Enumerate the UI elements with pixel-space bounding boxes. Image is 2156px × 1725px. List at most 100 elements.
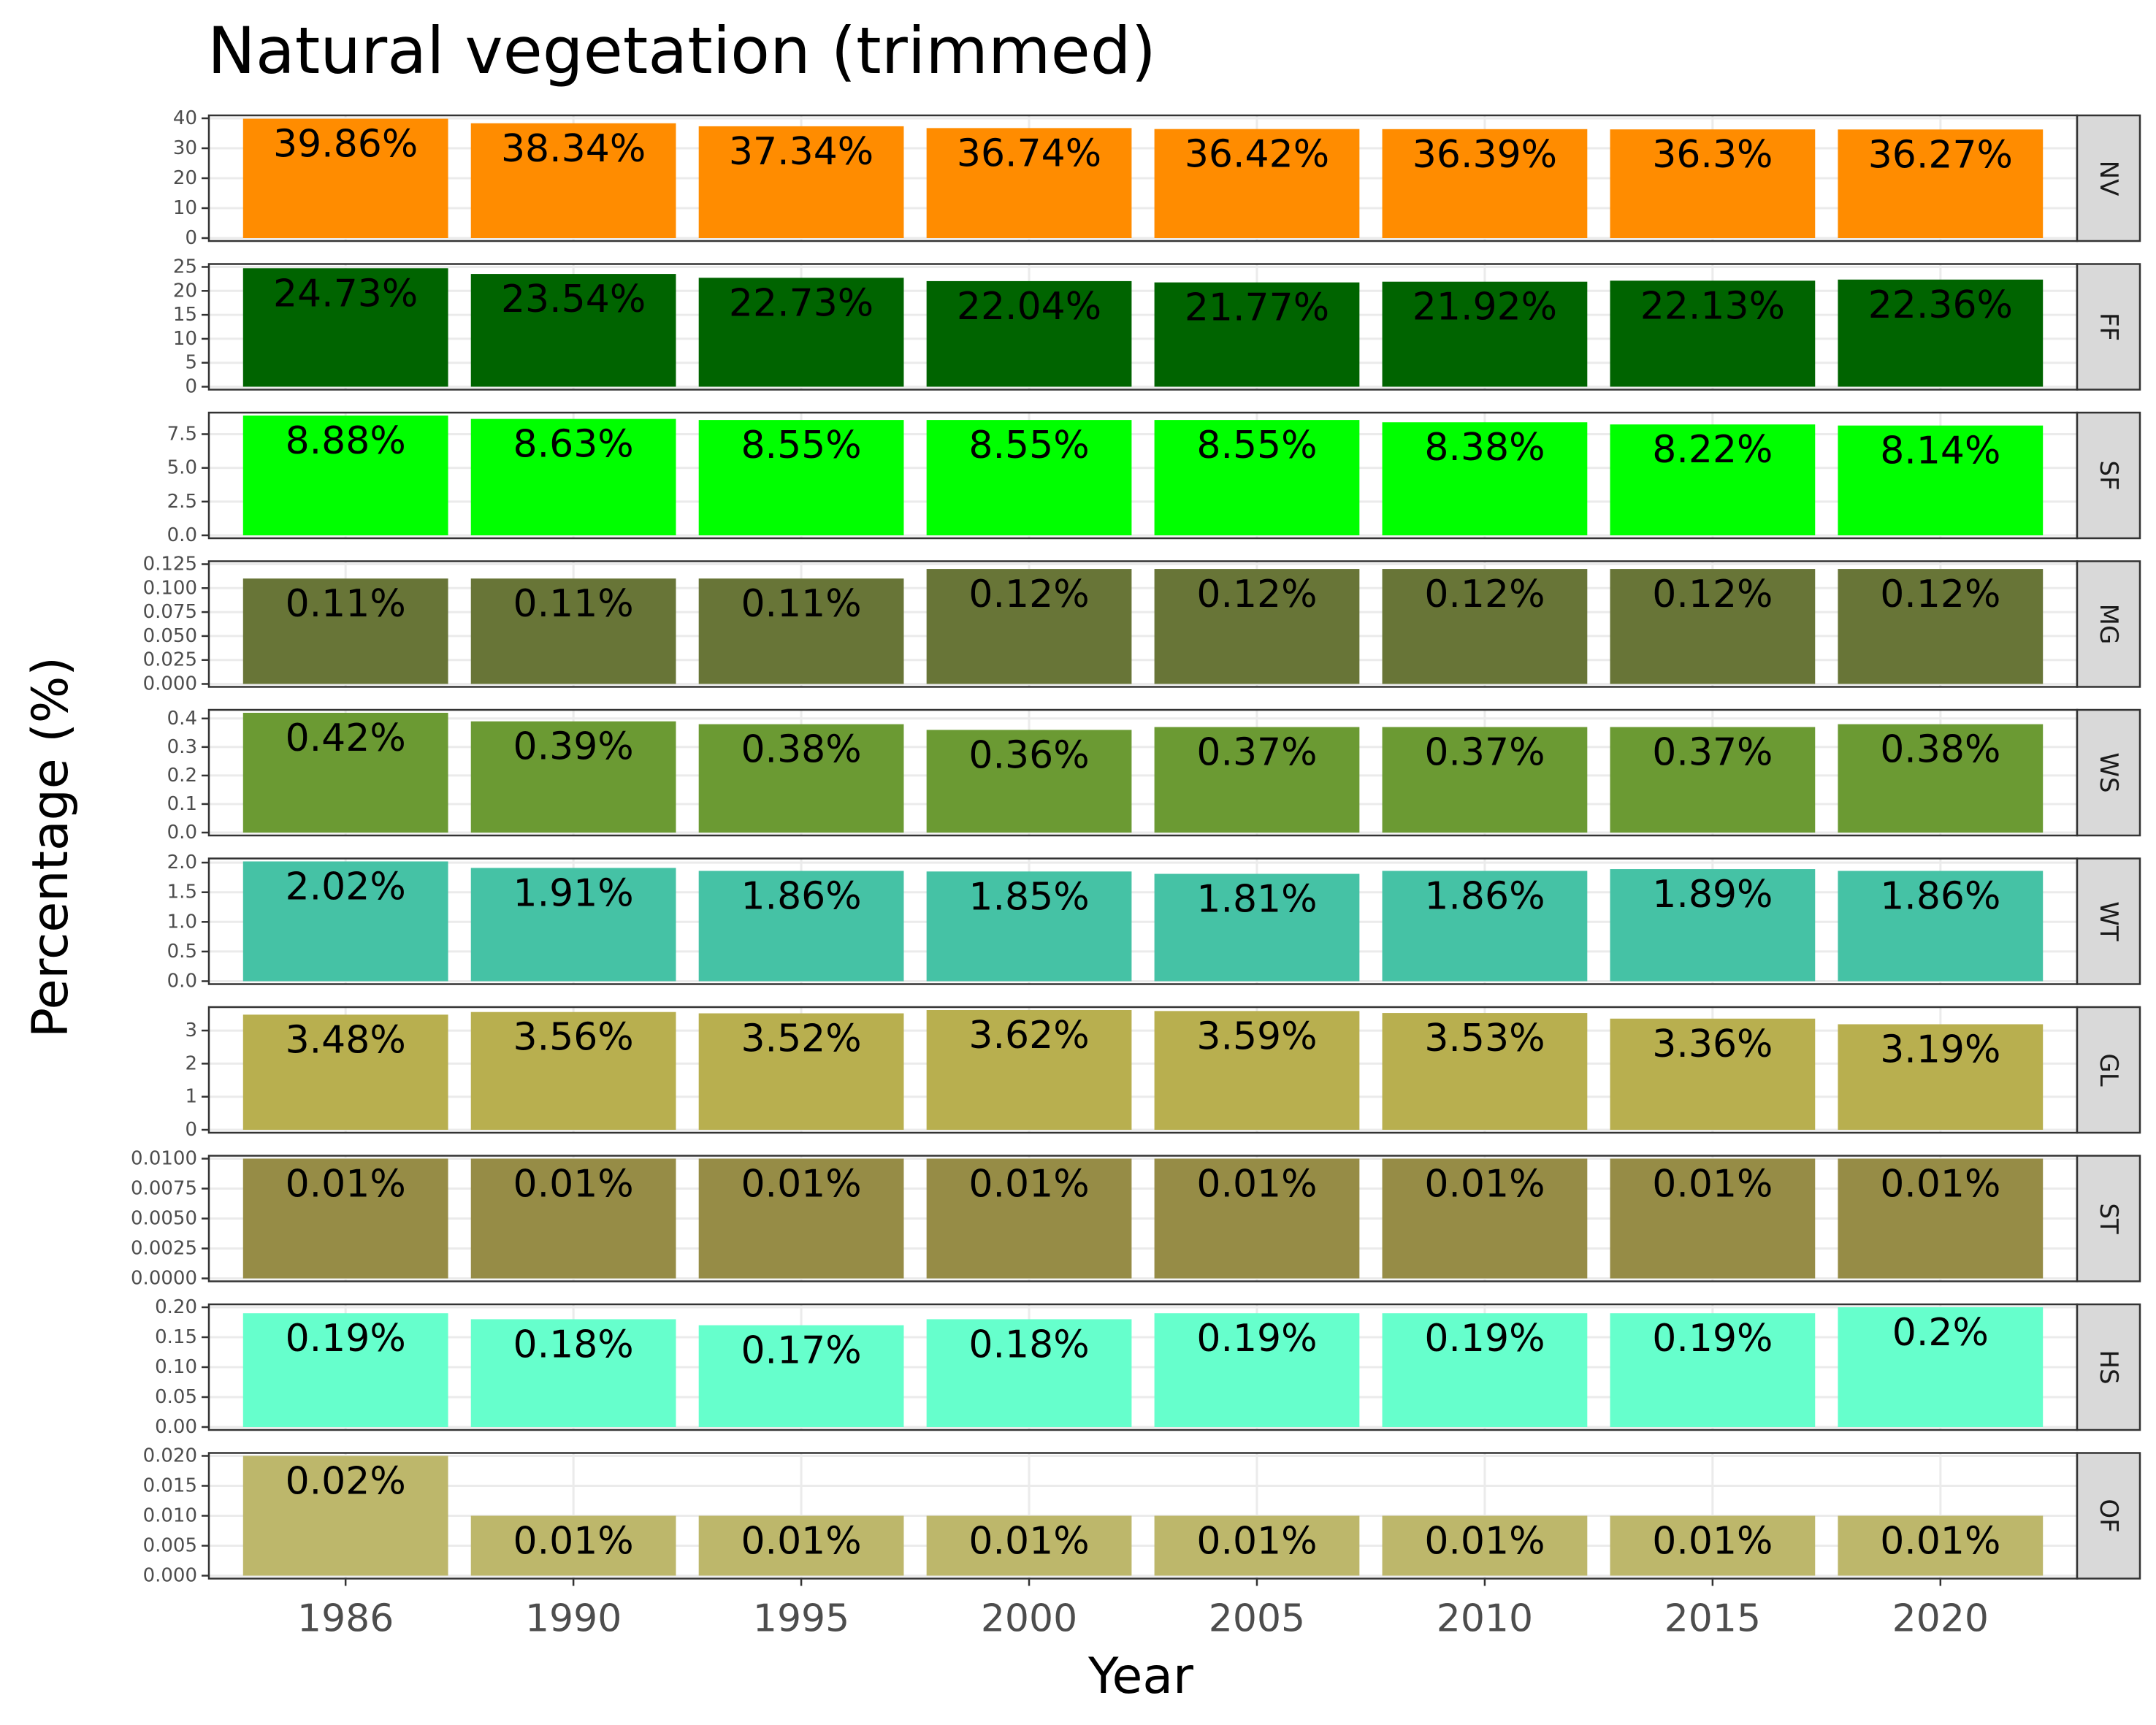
bar-wt-2020 bbox=[1838, 871, 2044, 982]
bar-label: 0.19% bbox=[1196, 1317, 1317, 1361]
y-tick-label: 3 bbox=[185, 1020, 197, 1041]
y-tick-label: 20 bbox=[173, 280, 197, 302]
bar-label: 0.11% bbox=[513, 582, 634, 626]
facet-mg: 0.11% 0.11% 0.11% 0.12% 0.12% 0.12% 0.12% 0.12%… bbox=[143, 554, 2141, 695]
y-tick-label: 0.050 bbox=[143, 625, 197, 647]
bar-label: 22.13% bbox=[1640, 284, 1785, 328]
bar-nv-2015 bbox=[1610, 129, 1816, 238]
y-tick-label: 5 bbox=[185, 352, 197, 374]
bar-label: 0.02% bbox=[286, 1460, 406, 1504]
y-tick-label: 0.00 bbox=[155, 1416, 197, 1438]
bar-label: 0.18% bbox=[968, 1323, 1089, 1366]
y-tick-label: 40 bbox=[173, 107, 197, 129]
y-tick-label: 0 bbox=[185, 227, 197, 249]
y-tick-label: 2.5 bbox=[167, 491, 197, 513]
bar-ws-1995 bbox=[698, 724, 904, 833]
bar-label: 0.01% bbox=[968, 1163, 1089, 1206]
facet-panels: 39.86% 38.34% 37.34% 36.74% 36.42% 36.39% 36.3… bbox=[131, 107, 2141, 1587]
bar-of-2015 bbox=[1610, 1515, 1816, 1576]
bar-label: 1.81% bbox=[1196, 878, 1317, 922]
y-tick-label: 0.0 bbox=[167, 971, 197, 992]
bar-wt-2015 bbox=[1610, 869, 1816, 982]
bar-hs-2015 bbox=[1610, 1313, 1816, 1427]
bar-of-1990 bbox=[470, 1515, 676, 1576]
bar-label: 8.55% bbox=[1196, 424, 1317, 467]
bar-st-2000 bbox=[926, 1158, 1132, 1279]
bar-ws-2010 bbox=[1382, 727, 1588, 833]
bar-label: 0.19% bbox=[1652, 1317, 1773, 1361]
bar-st-1990 bbox=[470, 1158, 676, 1279]
y-tick-label: 0.025 bbox=[143, 649, 197, 671]
bar-nv-2000 bbox=[926, 128, 1132, 238]
bar-label: 3.36% bbox=[1652, 1022, 1773, 1066]
facet-gl: 3.48% 3.56% 3.52% 3.62% 3.59% 3.53% 3.36% 3.19%… bbox=[185, 1006, 2141, 1141]
facet-strip bbox=[2076, 1006, 2141, 1134]
bar-hs-2000 bbox=[926, 1319, 1132, 1427]
bar-label: 36.39% bbox=[1413, 133, 1557, 177]
facet-strip bbox=[2076, 1155, 2141, 1282]
bar-label: 8.55% bbox=[741, 424, 861, 467]
facet-strip bbox=[2076, 708, 2141, 837]
y-tick-label: 0 bbox=[185, 1119, 197, 1141]
y-tick-label: 0.0 bbox=[167, 822, 197, 844]
bar-label: 0.01% bbox=[1652, 1520, 1773, 1564]
bar-label: 38.34% bbox=[501, 127, 646, 171]
bar-label: 0.01% bbox=[1652, 1163, 1773, 1206]
bar-label: 3.19% bbox=[1880, 1028, 2000, 1071]
bar-label: 8.38% bbox=[1424, 426, 1545, 470]
bar-label: 0.01% bbox=[1424, 1520, 1545, 1564]
bar-gl-2015 bbox=[1610, 1018, 1816, 1130]
bar-label: 0.38% bbox=[1880, 728, 2000, 772]
bar-label: 22.36% bbox=[1868, 283, 2013, 327]
bar-label: 24.73% bbox=[273, 272, 418, 315]
bar-label: 3.59% bbox=[1196, 1014, 1317, 1058]
bar-label: 39.86% bbox=[273, 123, 418, 167]
bar-mg-1995 bbox=[698, 578, 904, 684]
bar-of-1995 bbox=[698, 1515, 904, 1576]
y-tick-label: 5.0 bbox=[167, 457, 197, 479]
bar-ws-1990 bbox=[470, 721, 676, 833]
bar-nv-1986 bbox=[242, 118, 448, 238]
bar-label: 1.86% bbox=[741, 874, 861, 918]
bar-label: 0.12% bbox=[1424, 573, 1545, 616]
bar-label: 36.42% bbox=[1185, 133, 1329, 177]
bar-label: 0.01% bbox=[741, 1163, 861, 1206]
facet-strip-label: HS bbox=[2094, 1350, 2123, 1384]
y-tick-label: 0.2 bbox=[167, 765, 197, 787]
y-tick-label: 0.020 bbox=[143, 1445, 197, 1467]
bar-label: 0.42% bbox=[286, 716, 406, 760]
bar-ws-2020 bbox=[1838, 724, 2044, 833]
y-tick-label: 0.0050 bbox=[131, 1208, 197, 1230]
y-tick-label: 0.100 bbox=[143, 577, 197, 599]
bar-ff-1990 bbox=[470, 274, 676, 387]
facet-strip-label: GL bbox=[2094, 1053, 2123, 1086]
bar-ff-2020 bbox=[1838, 279, 2044, 387]
y-tick-label: 0.05 bbox=[155, 1386, 197, 1408]
facet-strip-label: NV bbox=[2094, 161, 2123, 196]
bar-wt-1990 bbox=[470, 868, 676, 982]
bar-label: 0.01% bbox=[1880, 1163, 2000, 1206]
bar-wt-2000 bbox=[926, 871, 1132, 982]
bar-label: 0.01% bbox=[513, 1520, 634, 1564]
bar-sf-2015 bbox=[1610, 424, 1816, 535]
bar-mg-2020 bbox=[1838, 569, 2044, 684]
bar-sf-1990 bbox=[470, 418, 676, 535]
bar-nv-1990 bbox=[470, 123, 676, 238]
bar-gl-2020 bbox=[1838, 1024, 2044, 1130]
x-axis: 1986 1990 1995 2000 2005 2010 2015 2020 bbox=[297, 1578, 1989, 1641]
bar-label: 3.52% bbox=[741, 1017, 861, 1061]
bar-st-2015 bbox=[1610, 1158, 1816, 1279]
bar-ff-2005 bbox=[1154, 282, 1360, 387]
bar-ff-2010 bbox=[1382, 281, 1588, 387]
bar-of-2000 bbox=[926, 1515, 1132, 1576]
x-tick-label: 2020 bbox=[1892, 1597, 1989, 1641]
bar-wt-2010 bbox=[1382, 871, 1588, 982]
y-tick-label: 0.010 bbox=[143, 1505, 197, 1527]
x-tick-label: 2005 bbox=[1209, 1597, 1305, 1641]
bar-label: 36.3% bbox=[1652, 133, 1773, 177]
facet-strip-label: FF bbox=[2094, 313, 2123, 341]
bar-label: 21.77% bbox=[1185, 286, 1329, 330]
facet-strip-label: WT bbox=[2094, 901, 2123, 941]
y-tick-label: 0.10 bbox=[155, 1356, 197, 1378]
facet-strip bbox=[2076, 411, 2141, 540]
